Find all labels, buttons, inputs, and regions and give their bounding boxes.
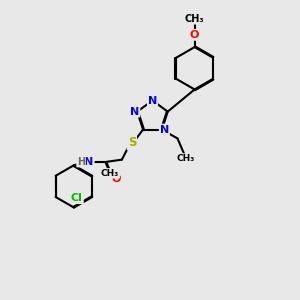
Text: S: S: [128, 136, 136, 149]
Text: N: N: [160, 124, 169, 134]
Text: O: O: [112, 175, 122, 184]
Text: H: H: [77, 157, 85, 166]
Text: Cl: Cl: [71, 193, 83, 203]
Text: N: N: [84, 157, 94, 166]
Text: CH₃: CH₃: [176, 154, 195, 163]
Text: N: N: [130, 106, 140, 117]
Text: N: N: [148, 95, 157, 106]
Text: O: O: [190, 30, 199, 40]
Text: CH₃: CH₃: [101, 169, 119, 178]
Text: CH₃: CH₃: [185, 14, 204, 24]
